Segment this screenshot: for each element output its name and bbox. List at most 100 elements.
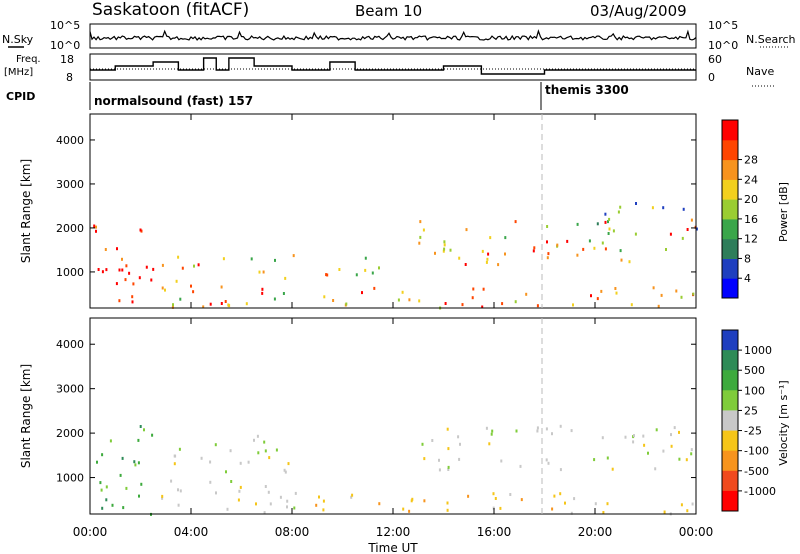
- range-gate-cell: [619, 205, 622, 209]
- range-gate-cell: [630, 303, 633, 307]
- power-frame: [89, 113, 697, 309]
- range-gate-cell: [364, 256, 367, 260]
- range-gate-cell: [593, 458, 596, 462]
- velocity-data-layer: [96, 424, 694, 516]
- range-gate-cell: [490, 432, 493, 436]
- range-gate-cell: [481, 249, 484, 253]
- range-gate-cell: [192, 290, 195, 294]
- range-gate-cell: [458, 457, 461, 461]
- range-gate-cell: [282, 292, 285, 295]
- range-gate-cell: [446, 427, 449, 431]
- colorbar-tick-label: -25: [744, 425, 762, 438]
- range-gate-cell: [226, 507, 229, 511]
- range-gate-cell: [411, 497, 414, 501]
- range-gate-cell: [322, 499, 325, 503]
- freq-tick-bottom: 8: [66, 71, 73, 84]
- range-gate-cell: [105, 485, 108, 489]
- power-data-layer: [93, 202, 698, 310]
- range-gate-cell: [459, 442, 461, 446]
- range-gate-cell: [438, 458, 440, 462]
- range-gate-cell: [446, 501, 449, 505]
- range-gate-cell: [326, 273, 329, 277]
- range-gate-cell: [471, 296, 474, 300]
- noise-tick-bottom-right: 10^0: [708, 39, 738, 52]
- range-gate-cell: [256, 434, 259, 438]
- range-gate-cell: [601, 241, 604, 245]
- nave-tick-top: 60: [708, 53, 722, 66]
- colorbar-swatch: [722, 450, 738, 472]
- range-gate-cell: [402, 507, 405, 511]
- range-gate-cell: [361, 291, 363, 295]
- range-gate-cell: [355, 273, 358, 277]
- velocity-y-label: Slant Range [km]: [19, 364, 33, 468]
- range-gate-cell: [680, 503, 683, 507]
- range-gate-cell: [294, 491, 297, 495]
- freq-label-line2: [MHz]: [4, 67, 33, 78]
- colorbar-swatch: [722, 278, 738, 299]
- range-gate-cell: [364, 268, 367, 272]
- range-gate-cell: [642, 434, 645, 438]
- range-gate-cell: [247, 460, 250, 464]
- range-gate-cell: [608, 227, 611, 231]
- range-gate-cell: [190, 284, 192, 288]
- range-gate-cell: [497, 263, 500, 267]
- range-gate-cell: [121, 268, 124, 272]
- range-gate-cell: [263, 511, 266, 515]
- colorbar-frame: [721, 329, 739, 512]
- range-gate-cell: [546, 256, 549, 260]
- power-colorbar: 4 8 12 16 20 24 28: [721, 119, 758, 299]
- range-gate-cell: [655, 428, 658, 432]
- colorbar-tick-label: 28: [744, 154, 758, 167]
- range-gate-cell: [525, 292, 528, 296]
- range-gate-cell: [118, 268, 121, 272]
- range-gate-cell: [261, 287, 264, 291]
- range-gate-cell: [93, 224, 96, 228]
- colorbar-tick-label: 24: [744, 173, 758, 186]
- y-tick-label: 1000: [56, 472, 84, 485]
- x-tick-label: 12:00: [376, 525, 411, 539]
- range-gate-cell: [619, 249, 622, 253]
- range-gate-cell: [179, 297, 182, 301]
- colorbar-swatch: [722, 120, 738, 141]
- range-gate-cell: [564, 501, 566, 505]
- range-gate-cell: [690, 452, 693, 456]
- range-gate-cell: [151, 433, 154, 437]
- range-gate-cell: [695, 227, 698, 231]
- noise-panel: N.Sky 10^5 10^0 10^5 10^0 N.Search: [2, 19, 796, 52]
- range-gate-cell: [514, 300, 517, 304]
- range-gate-cell: [202, 305, 205, 309]
- range-gate-cell: [458, 256, 461, 260]
- range-gate-cell: [576, 222, 579, 226]
- range-gate-cell: [607, 232, 610, 235]
- range-gate-cell: [602, 511, 605, 514]
- frequency-panel: Freq. [MHz] 18 8 60 0 Nave: [4, 53, 776, 87]
- range-gate-cell: [119, 473, 122, 477]
- colorbar-frame: [721, 119, 739, 299]
- range-gate-cell: [442, 249, 445, 253]
- range-gate-cell: [566, 239, 569, 243]
- range-gate-cell: [140, 482, 143, 486]
- range-gate-cell: [171, 305, 174, 309]
- range-gate-cell: [519, 464, 522, 468]
- power-colorbar-label: Power [dB]: [777, 182, 790, 242]
- range-gate-cell: [378, 266, 380, 270]
- range-gate-cell: [116, 247, 118, 251]
- range-gate-cell: [657, 304, 660, 308]
- range-gate-cell: [438, 468, 441, 472]
- range-gate-cell: [245, 302, 248, 306]
- range-gate-cell: [178, 447, 181, 451]
- colorbar-tick-label: 100: [744, 384, 765, 397]
- x-tick-label: 04:00: [174, 525, 209, 539]
- power-panel: 1000 2000 3000 4000 Slant Range [km]: [19, 113, 698, 310]
- range-gate-cell: [536, 429, 539, 433]
- range-gate-cell: [181, 266, 184, 270]
- range-gate-cell: [590, 294, 592, 298]
- station-title: Saskatoon (fitACF): [92, 0, 249, 20]
- range-gate-cell: [547, 461, 550, 465]
- colorbar-tick-label: 500: [744, 364, 765, 377]
- range-gate-cell: [138, 494, 140, 498]
- range-gate-cell: [292, 254, 295, 258]
- range-gate-cell: [482, 287, 485, 291]
- range-gate-cell: [547, 252, 550, 256]
- range-gate-cell: [651, 206, 654, 210]
